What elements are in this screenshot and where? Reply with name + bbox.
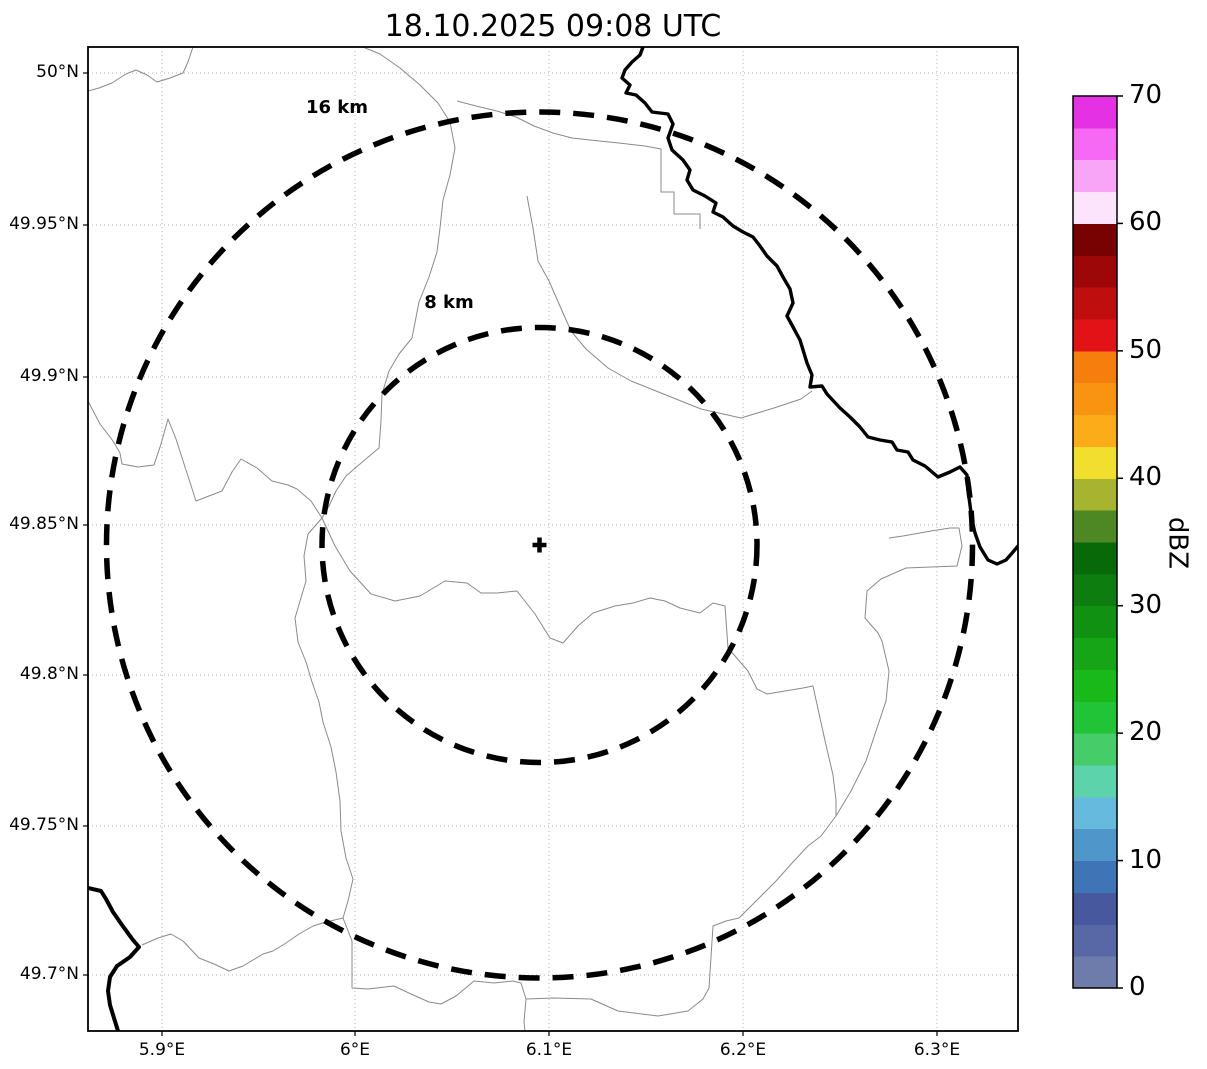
colorbar-segment: [1073, 287, 1117, 320]
colorbar-segment: [1073, 319, 1117, 352]
colorbar-segment: [1073, 733, 1117, 766]
colorbar-segment: [1073, 255, 1117, 288]
colorbar-frame: [1072, 95, 1118, 989]
map-frame: [87, 46, 1019, 1032]
colorbar-segment: [1073, 96, 1117, 129]
boundary-line: [88, 47, 194, 92]
colorbar-segment: [1073, 828, 1117, 862]
range-ring-label: 8 km: [424, 292, 474, 314]
colorbar-segment: [1073, 892, 1117, 925]
y-tick-label: 49.75°N: [9, 815, 79, 835]
colorbar-segment: [1073, 510, 1117, 543]
boundary-line: [321, 517, 837, 816]
colorbar-segment: [1073, 669, 1117, 702]
colorbar-segment: [1073, 382, 1117, 416]
colorbar-segment: [1073, 446, 1117, 479]
x-tick-label: 5.9°E: [138, 1040, 186, 1060]
colorbar-tick-label: 20: [1129, 717, 1163, 748]
colorbar-segment: [1073, 350, 1117, 384]
range-ring-label: 16 km: [305, 97, 369, 119]
colorbar-tick-label: 30: [1129, 589, 1163, 620]
colorbar-tick-label: 60: [1129, 207, 1163, 238]
y-tick-label: 50°N: [36, 62, 79, 82]
boundary-line: [526, 195, 813, 419]
y-tick-label: 49.7°N: [19, 964, 79, 984]
y-tick-label: 49.8°N: [19, 664, 79, 684]
colorbar-tick-label: 50: [1129, 334, 1163, 365]
colorbar-segment: [1073, 478, 1117, 511]
colorbar-segment: [1073, 414, 1117, 447]
colorbar-segment: [1073, 542, 1117, 575]
boundary-line: [141, 917, 344, 972]
colorbar-segment: [1073, 573, 1117, 607]
country-border-line: [88, 886, 141, 1031]
colorbar-tick-label: 10: [1129, 844, 1163, 875]
colorbar-segment: [1073, 796, 1117, 830]
boundary-line: [456, 100, 701, 229]
range-ring: [319, 324, 760, 766]
colorbar-segment: [1073, 924, 1117, 957]
colorbar-segment: [1073, 223, 1117, 256]
colorbar-unit-label: dBZ: [1162, 516, 1193, 570]
colorbar-segment: [1073, 191, 1117, 224]
colorbar-segment: [1073, 765, 1117, 798]
x-tick-label: 6.3°E: [913, 1040, 961, 1060]
river-line: [620, 47, 1018, 566]
colorbar-tick-label: 70: [1129, 80, 1163, 110]
boundary-line: [294, 47, 527, 1031]
figure-title: 18.10.2025 09:08 UTC: [384, 9, 722, 44]
colorbar-segment: [1073, 860, 1117, 893]
x-tick-label: 6.2°E: [719, 1040, 767, 1060]
colorbar-segment: [1073, 605, 1117, 639]
boundary-line: [525, 527, 963, 1017]
x-tick-label: 6.1°E: [525, 1040, 573, 1060]
y-tick-label: 49.85°N: [9, 514, 79, 534]
colorbar-segment: [1073, 127, 1117, 161]
colorbar-tick-label: 40: [1129, 462, 1163, 493]
colorbar-segment: [1073, 701, 1117, 734]
colorbar-segment: [1073, 956, 1117, 989]
boundary-line: [88, 400, 323, 519]
x-tick-label: 6°E: [339, 1040, 371, 1060]
colorbar-segment: [1073, 637, 1117, 670]
colorbar-segment: [1073, 159, 1117, 193]
y-tick-label: 49.95°N: [9, 214, 79, 234]
range-ring: [103, 109, 976, 981]
colorbar-tick-label: 0: [1129, 972, 1146, 1002]
y-tick-label: 49.9°N: [19, 366, 79, 386]
